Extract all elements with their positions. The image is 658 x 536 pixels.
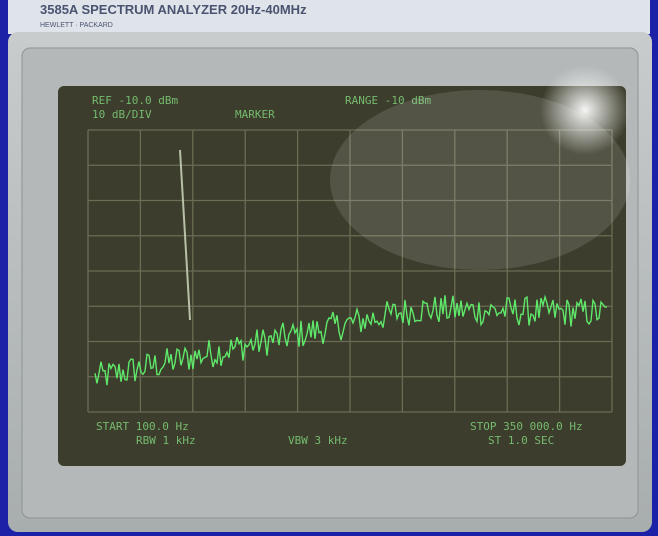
ref-level: REF -10.0 dBm — [92, 94, 178, 107]
graticule — [87, 129, 613, 413]
glare — [540, 65, 630, 155]
rbw: RBW 1 kHz — [136, 434, 196, 447]
spectrum-trace — [94, 294, 608, 386]
marker: MARKER — [235, 108, 275, 121]
start-freq: START 100.0 Hz — [96, 420, 189, 433]
sweep-time: ST 1.0 SEC — [488, 434, 554, 447]
crt-screen — [58, 86, 626, 466]
stop-freq: STOP 350 000.0 Hz — [470, 420, 583, 433]
brand-label: HEWLETT · PACKARD — [40, 22, 113, 29]
scale: 10 dB/DIV — [92, 108, 152, 121]
vbw: VBW 3 kHz — [288, 434, 348, 447]
model-label: 3585A SPECTRUM ANALYZER 20Hz-40MHz — [40, 2, 307, 17]
front-panel — [8, 0, 650, 34]
range: RANGE -10 dBm — [345, 94, 431, 107]
marker-line — [179, 149, 191, 321]
